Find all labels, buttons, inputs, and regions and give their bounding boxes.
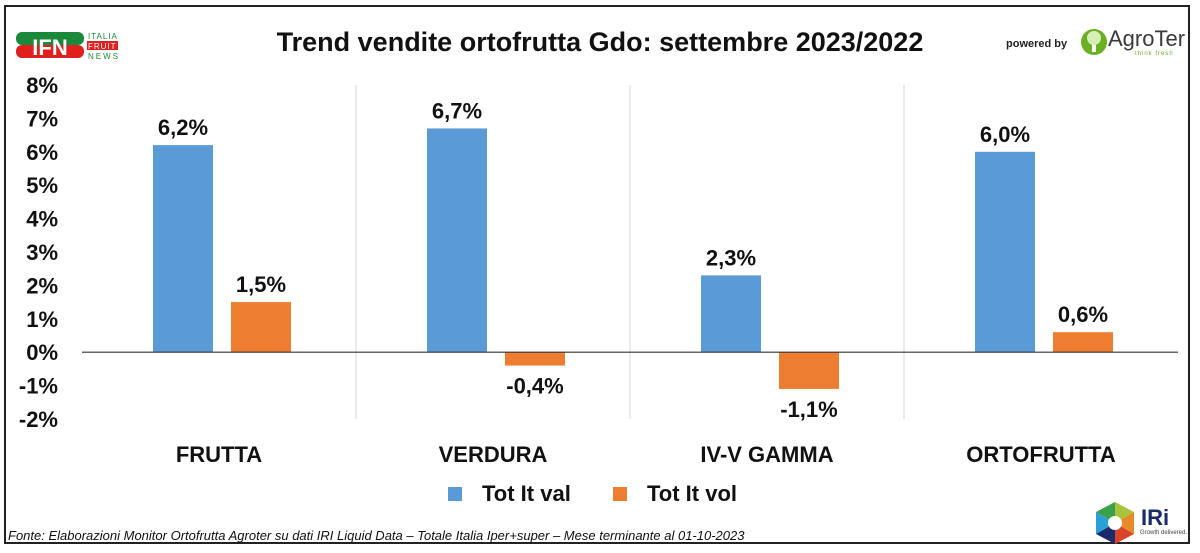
category-label: FRUTTA: [176, 442, 262, 467]
agroter-tagline: think fresh: [1135, 51, 1174, 57]
data-label: 6,0%: [980, 122, 1030, 147]
y-tick-label: 6%: [26, 140, 58, 165]
svg-text:FRUIT: FRUIT: [88, 42, 117, 51]
data-label: 6,2%: [158, 115, 208, 140]
y-tick-label: 2%: [26, 273, 58, 298]
y-tick-label: -1%: [19, 374, 58, 399]
svg-text:IFN: IFN: [32, 35, 67, 60]
source-note: Fonte: Elaborazioni Monitor Ortofrutta A…: [8, 528, 745, 543]
bar-val: [427, 128, 487, 353]
y-tick-label: 1%: [26, 307, 58, 332]
chart-title: Trend vendite ortofrutta Gdo: settembre …: [276, 27, 924, 57]
agroter-tree-icon: [1081, 29, 1107, 55]
category-label: IV-V GAMMA: [700, 442, 833, 467]
data-label: 1,5%: [236, 272, 286, 297]
ifn-logo: IFN ITALIA FRUIT NEWS: [16, 32, 120, 60]
data-label: 6,7%: [432, 98, 482, 123]
svg-text:ITALIA: ITALIA: [88, 32, 118, 41]
data-label: 0,6%: [1058, 302, 1108, 327]
iri-tagline: Growth delivered.: [1140, 530, 1188, 536]
bar-vol: [1053, 332, 1113, 353]
y-tick-label: 7%: [26, 106, 58, 131]
data-label: -1,1%: [780, 397, 837, 422]
data-label: 2,3%: [706, 245, 756, 270]
category-label: VERDURA: [439, 442, 548, 467]
y-tick-label: 5%: [26, 173, 58, 198]
category-label: ORTOFRUTTA: [966, 442, 1116, 467]
legend-label: Tot It vol: [647, 481, 737, 506]
iri-logo: IRi: [1141, 505, 1170, 530]
bar-val: [975, 151, 1035, 353]
bar-val: [701, 275, 761, 353]
bar-val: [153, 145, 213, 353]
y-tick-label: -2%: [19, 407, 58, 432]
y-tick-label: 4%: [26, 207, 58, 232]
y-tick-label: 3%: [26, 240, 58, 265]
legend-swatch-vol: [613, 487, 627, 501]
legend-label: Tot It val: [482, 481, 571, 506]
y-tick-label: 0%: [26, 340, 58, 365]
legend-swatch-val: [448, 487, 462, 501]
powered-by-label: powered by: [1006, 38, 1068, 50]
bar-vol: [779, 352, 839, 389]
data-label: -0,4%: [506, 374, 563, 399]
svg-text:NEWS: NEWS: [88, 52, 120, 60]
y-tick-label: 8%: [26, 73, 58, 98]
frame: [4, 5, 1190, 544]
iri-hexagon-icon: [1096, 502, 1134, 544]
bar-vol: [505, 352, 565, 366]
bar-vol: [231, 302, 291, 353]
agroter-logo: AgroTer: [1108, 26, 1186, 51]
